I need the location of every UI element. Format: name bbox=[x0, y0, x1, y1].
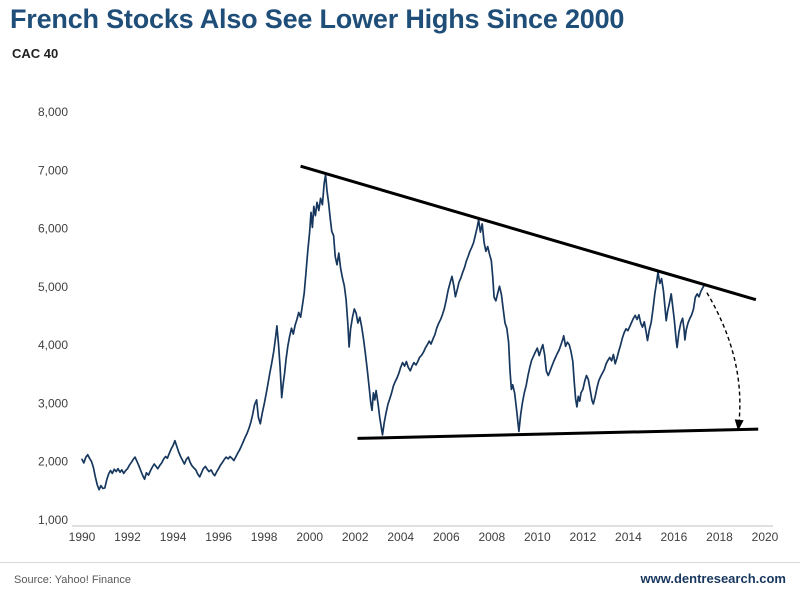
svg-text:1990: 1990 bbox=[69, 530, 96, 544]
y-axis-labels: 1,000 2,000 3,000 4,000 5,000 6,000 7,000 8,000 bbox=[38, 105, 68, 527]
source-note: Source: Yahoo! Finance bbox=[14, 574, 132, 586]
svg-text:4,000: 4,000 bbox=[38, 338, 68, 352]
svg-text:2014: 2014 bbox=[615, 530, 642, 544]
svg-text:2012: 2012 bbox=[570, 530, 597, 544]
lower-trendline bbox=[357, 427, 759, 440]
svg-text:2010: 2010 bbox=[524, 530, 551, 544]
svg-text:2004: 2004 bbox=[387, 530, 414, 544]
svg-text:1996: 1996 bbox=[205, 530, 232, 544]
svg-text:2018: 2018 bbox=[706, 530, 733, 544]
svg-text:1992: 1992 bbox=[114, 530, 141, 544]
svg-text:2016: 2016 bbox=[661, 530, 688, 544]
cac40-line-chart: 1,000 2,000 3,000 4,000 5,000 6,000 7,000 8,000… bbox=[38, 105, 779, 544]
svg-text:2000: 2000 bbox=[296, 530, 323, 544]
svg-text:6,000: 6,000 bbox=[38, 222, 68, 236]
svg-text:5,000: 5,000 bbox=[38, 280, 68, 294]
svg-text:2006: 2006 bbox=[433, 530, 460, 544]
website-link[interactable]: www.dentresearch.com bbox=[640, 571, 786, 586]
svg-text:1994: 1994 bbox=[160, 530, 187, 544]
footer-divider bbox=[0, 562, 800, 563]
price-series-line bbox=[81, 174, 705, 491]
svg-text:7,000: 7,000 bbox=[38, 163, 68, 177]
svg-text:2002: 2002 bbox=[342, 530, 369, 544]
chart-subtitle: CAC 40 bbox=[12, 46, 59, 61]
svg-text:2020: 2020 bbox=[752, 530, 779, 544]
upper-trendline bbox=[300, 164, 757, 302]
x-axis-labels: 1990 1992 1994 1996 1998 2000 2002 2004 2006 2008… bbox=[69, 530, 779, 544]
svg-text:1998: 1998 bbox=[251, 530, 278, 544]
svg-text:2,000: 2,000 bbox=[38, 455, 68, 469]
page-title: French Stocks Also See Lower Highs Since… bbox=[10, 4, 625, 34]
breakdown-arrow bbox=[706, 292, 741, 424]
breakdown-arrowhead bbox=[734, 419, 744, 431]
svg-text:8,000: 8,000 bbox=[38, 105, 68, 119]
svg-text:3,000: 3,000 bbox=[38, 396, 68, 410]
svg-text:2008: 2008 bbox=[478, 530, 505, 544]
svg-text:1,000: 1,000 bbox=[38, 513, 68, 527]
